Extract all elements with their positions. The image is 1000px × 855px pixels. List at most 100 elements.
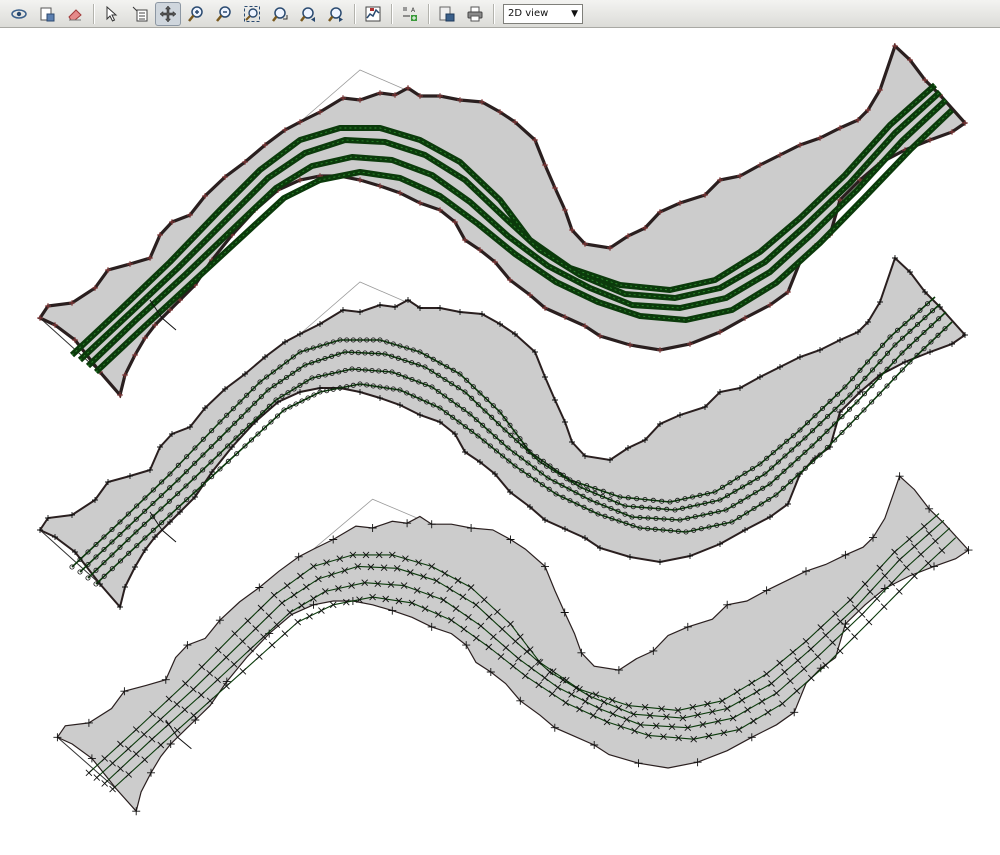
boundary-vertex-marker (855, 117, 861, 123)
boundary-vertex-marker (167, 307, 173, 313)
channel-node (851, 633, 858, 640)
channel-node (396, 371, 402, 377)
boundary-vertex-marker (702, 192, 708, 198)
channel-node (750, 466, 756, 472)
view-mode-select[interactable]: 2D view ▼ (503, 3, 583, 24)
channel-node (357, 381, 363, 387)
channel-line[interactable] (95, 321, 953, 585)
channel-node (189, 685, 197, 693)
channel-node (690, 735, 698, 743)
boundary-vertex-marker (297, 389, 303, 395)
channel-node (200, 467, 206, 473)
channel-node (257, 379, 263, 385)
boundary-vertex-marker (377, 395, 383, 401)
map-canvas[interactable] (0, 29, 1000, 855)
boundary-vertex-marker (737, 173, 743, 179)
channel-node (742, 470, 748, 476)
channel-node (482, 408, 488, 414)
select-button[interactable] (99, 2, 125, 26)
boundary-vertex-marker (687, 341, 693, 347)
channel-node (732, 488, 738, 494)
channel-node (117, 532, 123, 538)
map-view[interactable] (0, 29, 1000, 855)
channel-node (752, 490, 758, 496)
channel-node (866, 588, 874, 596)
channel-node (704, 700, 711, 708)
eye-toggle-button[interactable] (6, 2, 32, 26)
channel-line[interactable] (79, 303, 941, 573)
zoom-out-button[interactable] (211, 2, 237, 26)
boundary-vertex-marker (105, 479, 111, 485)
new-layer-button[interactable] (34, 2, 60, 26)
boundary-vertex-marker (297, 119, 303, 125)
channel-node (348, 582, 355, 589)
channel-node (461, 406, 467, 412)
zoom-full-button[interactable] (267, 2, 293, 26)
channel-line[interactable] (85, 97, 949, 369)
boundary-vertex-marker (45, 515, 51, 521)
zoom-in-button[interactable] (183, 2, 209, 26)
boundary-vertex-marker (902, 359, 908, 365)
boundary-vertex-marker (92, 497, 98, 503)
channel-node (740, 484, 746, 490)
boundary-vertex-marker (262, 142, 268, 148)
channel-line[interactable] (71, 296, 936, 568)
channel-node (311, 392, 317, 398)
channel-node (85, 575, 91, 581)
boundary-vertex-marker (462, 641, 471, 650)
channel-node (268, 419, 274, 425)
channel-node (738, 696, 746, 704)
zoom-previous-button[interactable] (295, 2, 321, 26)
channel-node (617, 723, 625, 730)
eye-icon (11, 8, 27, 19)
channel-node (367, 563, 375, 571)
channel-node (310, 563, 317, 570)
channel-node (395, 355, 401, 361)
channel-node (356, 366, 362, 372)
export-button[interactable] (434, 2, 460, 26)
boundary-vertex-marker (855, 329, 861, 335)
eraser-button[interactable] (62, 2, 88, 26)
channel-node (184, 454, 190, 460)
channel-node (477, 622, 485, 630)
channel-node (150, 487, 156, 493)
channel-node (260, 410, 266, 416)
channel-node (862, 391, 868, 397)
channel-node (117, 740, 124, 748)
attribute-table-button[interactable] (127, 2, 153, 26)
channel-node (318, 607, 325, 614)
river-mesh-coarse[interactable] (53, 472, 973, 816)
river-mesh-medium[interactable] (37, 255, 968, 610)
channel-node (149, 710, 156, 718)
channel-node (512, 637, 519, 645)
channel-node (585, 487, 591, 493)
zoom-extent-button[interactable] (239, 2, 265, 26)
pan-button[interactable] (155, 1, 181, 26)
channel-node (623, 716, 631, 723)
channel-node (521, 672, 529, 680)
print-button[interactable] (462, 2, 488, 26)
channel-node (408, 599, 416, 607)
river-mesh-dense[interactable] (37, 43, 968, 399)
toolbar-separator (493, 3, 494, 24)
channel-node (430, 356, 436, 362)
label-add-button[interactable]: A (397, 2, 423, 26)
channel-line[interactable] (87, 311, 947, 579)
boundary-vertex-marker (357, 177, 363, 183)
boundary-vertex-marker (222, 386, 228, 392)
channel-node (109, 785, 116, 793)
channel-node (480, 596, 488, 604)
channel-node (824, 428, 830, 434)
profile-chart-button[interactable] (360, 2, 386, 26)
channel-node (166, 498, 172, 504)
channel-node (562, 699, 570, 707)
channel-node (355, 350, 361, 356)
boundary-vertex-marker (161, 675, 170, 684)
zoom-next-button[interactable] (323, 2, 349, 26)
channel-node (382, 351, 388, 357)
channel-node (810, 428, 816, 434)
channel-node (255, 431, 261, 437)
channel-node (434, 611, 442, 618)
channel-node (402, 357, 408, 363)
channel-node (720, 484, 726, 490)
